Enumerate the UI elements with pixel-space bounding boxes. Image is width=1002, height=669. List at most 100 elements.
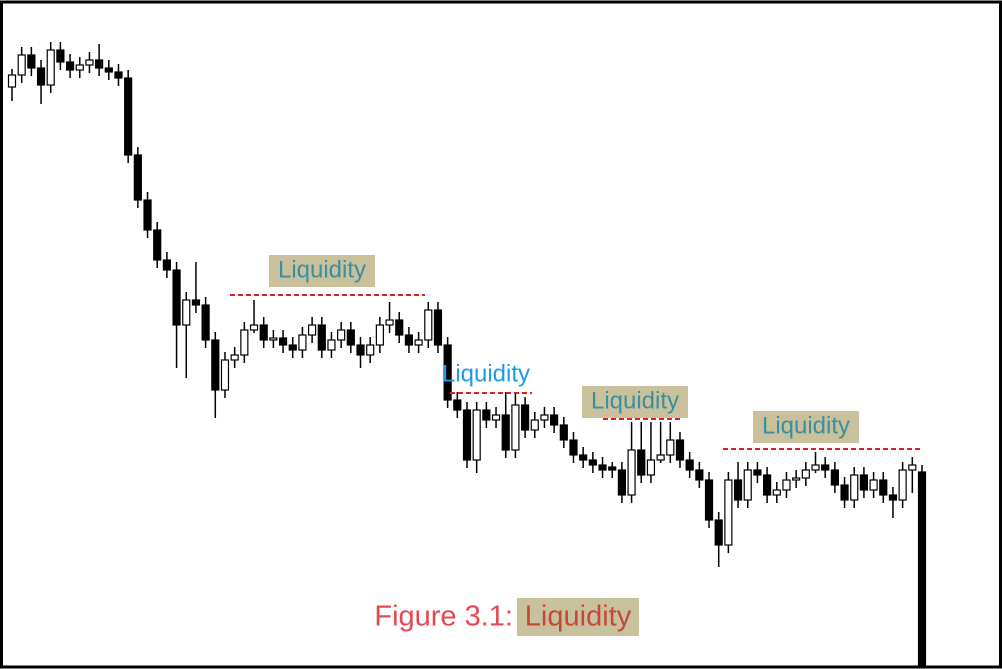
candle-down: [278, 337, 288, 346]
candle-down: [821, 464, 830, 471]
candle-down: [685, 459, 694, 471]
candle-down: [917, 471, 927, 668]
candle-up: [7, 74, 17, 88]
candle-up: [666, 439, 675, 456]
candle-up: [230, 354, 239, 361]
candle-up: [414, 339, 423, 346]
candle-down: [579, 454, 588, 461]
candle-up: [782, 479, 791, 491]
candle-down: [753, 469, 762, 476]
candle-up: [743, 469, 752, 501]
candle-up: [385, 319, 394, 326]
liquidity-label: Liquidity: [591, 387, 679, 414]
candle-up: [530, 419, 539, 431]
candle-up: [337, 329, 346, 341]
candle-down: [482, 409, 491, 421]
candle-down: [133, 154, 142, 201]
liquidity-label: Liquidity: [278, 256, 366, 283]
caption: Figure 3.1: Liquidity: [374, 598, 639, 636]
candle-down: [598, 464, 607, 471]
candle-down: [443, 344, 452, 401]
candle-up: [298, 334, 307, 351]
candle-up: [85, 59, 94, 66]
candle-up: [792, 477, 801, 481]
candle-down: [153, 229, 162, 261]
candle-down: [346, 329, 355, 346]
candle-down: [763, 474, 772, 496]
candle-down: [201, 304, 210, 341]
candle-down: [569, 439, 578, 456]
candle-up: [898, 469, 907, 501]
candle-down: [550, 414, 559, 426]
candle-down: [124, 77, 133, 156]
candle-down: [162, 259, 171, 271]
candle-up: [850, 474, 859, 501]
liquidity-label: Liquidity: [762, 412, 850, 439]
candle-down: [114, 71, 123, 79]
candle-down: [172, 269, 181, 326]
candle-down: [317, 324, 326, 351]
candle-down: [453, 399, 462, 411]
candle-down: [714, 519, 723, 546]
candle-down: [608, 466, 617, 471]
candle-down: [840, 484, 849, 501]
candle-up: [269, 337, 278, 341]
candle-down: [27, 54, 36, 69]
candle-up: [220, 359, 230, 391]
candle-down: [36, 67, 46, 86]
candle-up: [724, 479, 733, 546]
candle-up: [17, 54, 26, 76]
candle-up: [511, 404, 520, 451]
candle-up: [375, 324, 384, 346]
candle-up: [627, 449, 636, 496]
candle-down: [588, 459, 597, 466]
candle-up: [472, 409, 481, 461]
candle-up: [46, 49, 55, 86]
candle-up: [424, 309, 433, 341]
candle-down: [617, 469, 626, 496]
caption-highlight-text: Liquidity: [525, 601, 632, 633]
label-highlight: [582, 386, 688, 418]
candle-up: [869, 479, 878, 491]
candle-down: [191, 299, 201, 306]
caption-highlight: [517, 598, 639, 636]
candle-down: [433, 309, 443, 346]
candle-down: [259, 324, 268, 341]
liquidity-label: Liquidity: [442, 360, 530, 387]
candle-up: [75, 64, 84, 71]
candle-up: [366, 344, 375, 356]
caption-prefix: Figure 3.1:: [374, 601, 513, 633]
label-highlight: [753, 411, 859, 443]
candle-down: [704, 479, 714, 521]
candle-up: [801, 469, 810, 479]
candle-up: [249, 324, 259, 331]
candle-down: [888, 494, 898, 501]
candle-down: [143, 199, 152, 231]
candle-up: [182, 299, 191, 326]
candle-down: [501, 414, 510, 451]
candle-down: [288, 344, 297, 351]
candle-down: [65, 61, 75, 71]
candle-up: [646, 459, 656, 476]
candle-down: [56, 49, 65, 63]
candle-down: [830, 469, 839, 486]
candle-up: [540, 414, 549, 421]
candle-up: [908, 464, 917, 471]
candle-up: [491, 414, 501, 421]
candle-down: [211, 339, 220, 391]
candle-down: [404, 334, 414, 346]
candle-down: [733, 479, 743, 501]
candle-down: [695, 469, 704, 481]
candle-up: [308, 324, 317, 336]
candle-down: [559, 424, 568, 441]
label-highlight: [269, 255, 375, 287]
candle-up: [656, 454, 665, 461]
candle-down: [879, 479, 888, 496]
candle-down: [637, 449, 646, 476]
candle-down: [356, 344, 365, 356]
candle-down: [520, 404, 530, 431]
candle-up: [240, 329, 249, 356]
